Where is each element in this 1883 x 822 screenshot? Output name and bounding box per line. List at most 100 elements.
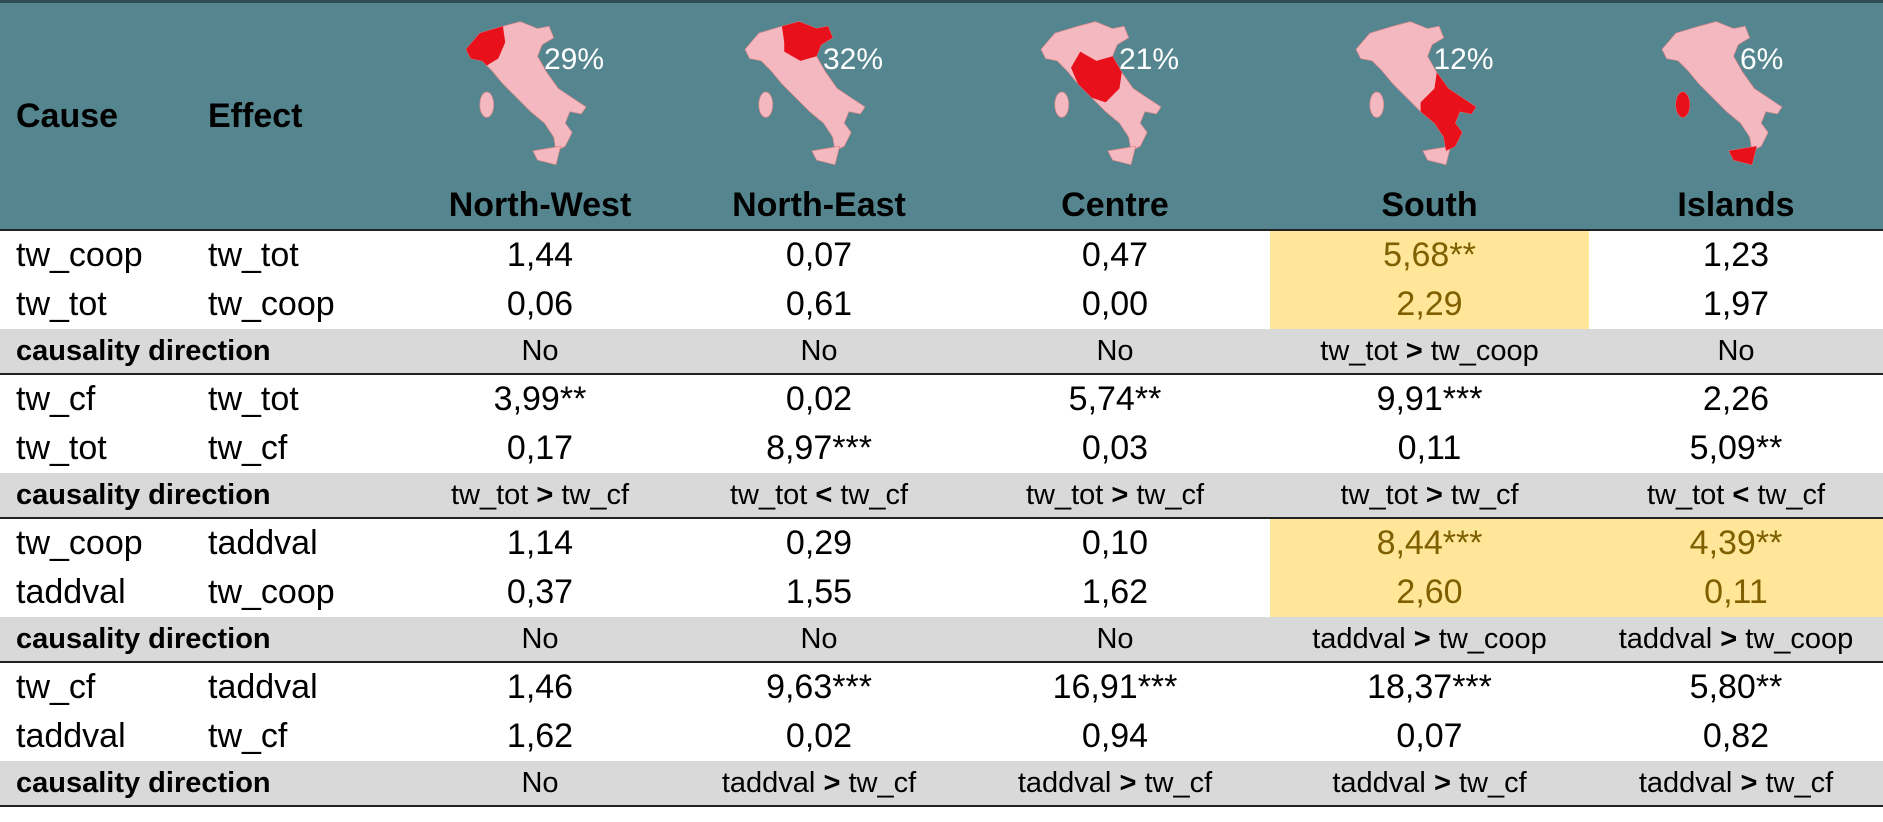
value-cell: 0,02 <box>678 373 960 424</box>
value-cell: 0,00 <box>1081 285 1149 323</box>
direction-left: tw_tot <box>1646 478 1725 511</box>
value-cell: 0,11 <box>1589 568 1883 617</box>
direction-right: tw_coop <box>1430 334 1539 367</box>
direction-cell: taddval > tw_cf <box>678 761 960 807</box>
direction-cell: No <box>1589 329 1883 375</box>
cause-cell: tw_tot <box>16 285 107 323</box>
italy-map <box>1040 21 1162 166</box>
data-row: tw_coop taddval 1,14 0,29 0,10 8,44*** 4,39** <box>0 517 1883 568</box>
value-cell: 2,29 <box>1270 280 1589 329</box>
direction-cell: No <box>402 761 678 807</box>
cause-cell: tw_cf <box>0 661 192 712</box>
direction-label: causality direction <box>0 761 402 807</box>
cause-cell: tw_coop <box>0 229 192 280</box>
direction-left: tw_tot <box>1025 478 1104 511</box>
direction-left: tw_tot <box>450 478 529 511</box>
direction-row: causality direction No taddval > tw_cf tadd… <box>0 761 1883 807</box>
data-row: tw_cf taddval 1,46 9,63*** 16,91*** 18,37*** 5… <box>0 661 1883 712</box>
region-name: South <box>1381 186 1478 224</box>
value-cell: 0,07 <box>1396 717 1463 755</box>
direction-right: tw_cf <box>848 766 917 799</box>
data-row: tw_coop tw_tot 1,44 0,07 0,47 5,68** 1,23 <box>0 229 1883 280</box>
region-share: 32% <box>823 43 884 76</box>
cause-cell: tw_coop <box>0 517 192 568</box>
direction-left: taddval <box>1618 622 1713 655</box>
direction-right: tw_cf <box>1765 766 1834 799</box>
direction-label: causality direction <box>0 329 402 375</box>
direction-left: tw_tot <box>1320 334 1398 367</box>
region-box: 29% North-West <box>402 3 678 229</box>
direction-cell: tw_tot > tw_cf <box>402 473 678 519</box>
effect-cell: tw_coop <box>208 285 335 323</box>
direction-right: tw_cf <box>561 478 630 511</box>
region-name: North-East <box>732 186 906 224</box>
direction-cell: tw_tot > tw_cf <box>1270 473 1589 519</box>
map-highlight <box>1728 146 1757 165</box>
region-name: Islands <box>1677 186 1795 224</box>
value-cell: 1,46 <box>402 661 678 712</box>
value-cell: 0,02 <box>785 717 853 755</box>
effect-cell: tw_tot <box>192 229 402 280</box>
direction-label: causality direction <box>0 617 402 663</box>
direction-cell: No <box>678 329 960 375</box>
value-cell: 3,99** <box>402 373 678 424</box>
value-cell: 0,07 <box>678 229 960 280</box>
direction-operator: > <box>536 478 554 511</box>
direction-cell: taddval > tw_cf <box>1589 761 1883 807</box>
data-row: taddval tw_cf 1,62 0,02 0,94 0,07 0,82 <box>0 712 1883 761</box>
value-cell: 4,39** <box>1589 517 1883 568</box>
data-row: tw_cf tw_tot 3,99** 0,02 5,74** 9,91*** 2,26 <box>0 373 1883 424</box>
value-cell: 1,62 <box>506 717 574 755</box>
map-sicily <box>1421 145 1451 166</box>
value-cell: 0,82 <box>1702 717 1770 755</box>
direction-cell: tw_tot > tw_coop <box>1270 329 1589 375</box>
map-sicily <box>532 145 562 166</box>
direction-operator: < <box>815 478 833 511</box>
direction-cell: No <box>960 617 1270 663</box>
value-cell: 5,80** <box>1589 661 1883 712</box>
direction-cell: No <box>402 329 678 375</box>
data-row: tw_tot tw_cf 0,17 8,97*** 0,03 0,11 5,09** <box>0 424 1883 473</box>
value-cell: 5,68** <box>1270 229 1589 280</box>
data-row: taddval tw_coop 0,37 1,55 1,62 2,60 0,11 <box>0 568 1883 617</box>
direction-operator: > <box>1413 622 1431 655</box>
direction-left: taddval <box>1332 766 1426 799</box>
direction-operator: > <box>1111 478 1129 511</box>
cause-cell: tw_tot <box>16 429 107 467</box>
region-header: 32% North-East <box>678 0 960 230</box>
value-cell: 1,14 <box>402 517 678 568</box>
value-cell: 0,47 <box>960 229 1270 280</box>
value-cell: 0,94 <box>1081 717 1149 755</box>
direction-label: causality direction <box>0 473 402 519</box>
region-name: Centre <box>1061 186 1169 224</box>
region-header: 21% Centre <box>960 0 1270 230</box>
effect-cell: tw_cf <box>208 429 288 467</box>
effect-cell: tw_tot <box>192 373 402 424</box>
direction-left: taddval <box>1638 766 1733 799</box>
region-header: 6% Islands <box>1589 0 1883 230</box>
italy-map <box>465 21 587 166</box>
region-share: 21% <box>1119 43 1180 76</box>
direction-right: tw_cf <box>1136 478 1205 511</box>
map-mainland <box>744 21 866 152</box>
value-cell: 0,61 <box>785 285 853 323</box>
direction-operator: > <box>1740 766 1758 799</box>
direction-cell: No <box>960 329 1270 375</box>
direction-right: tw_cf <box>1450 478 1519 511</box>
direction-row: causality direction No No No tw_tot > tw_coo… <box>0 329 1883 375</box>
map-sardinia <box>1054 91 1070 118</box>
direction-cell: taddval > tw_cf <box>1270 761 1589 807</box>
map-highlight <box>781 21 833 61</box>
map-sardinia <box>479 91 495 118</box>
value-cell: 0,10 <box>960 517 1270 568</box>
direction-right: tw_cf <box>1757 478 1826 511</box>
map-sicily <box>1107 145 1137 166</box>
direction-cell: taddval > tw_coop <box>1270 617 1589 663</box>
header-row: Cause Effect 29% North-West 32% North-East 21%… <box>0 0 1883 230</box>
effect-cell: tw_coop <box>208 573 335 611</box>
value-cell: 0,11 <box>1397 429 1462 467</box>
value-cell: 1,44 <box>402 229 678 280</box>
region-box: 32% North-East <box>678 3 960 229</box>
map-sardinia <box>758 91 774 118</box>
map-highlight <box>1071 51 1122 103</box>
